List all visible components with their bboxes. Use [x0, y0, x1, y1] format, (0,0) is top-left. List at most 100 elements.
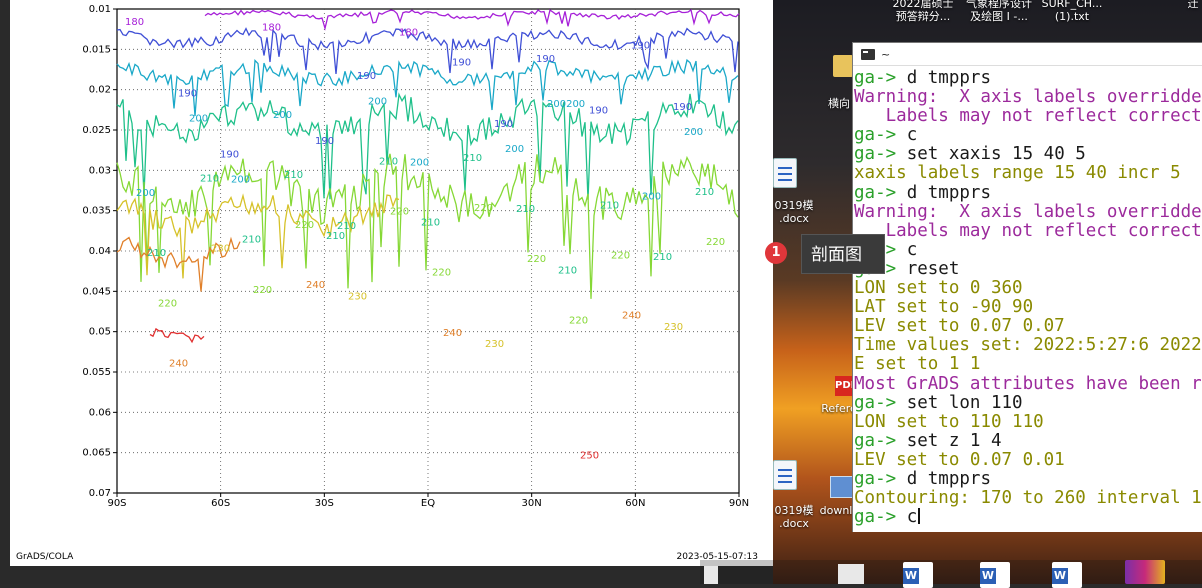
- terminal-line: E set to 1 1: [854, 355, 981, 375]
- contour-label: 190: [178, 88, 197, 99]
- contour-label: 230: [348, 291, 367, 302]
- x-tick-label: 30N: [522, 498, 542, 509]
- contour-label: 190: [315, 136, 334, 147]
- terminal-line: LON set to 0 360: [854, 279, 1023, 299]
- contour-label: 240: [443, 328, 462, 339]
- terminal-window[interactable]: ~ ga-> d tmpprs Warning: X axis labels ov…: [852, 42, 1202, 532]
- contour-label: 220: [474, 203, 493, 214]
- contour-label: 220: [390, 207, 409, 218]
- terminal-line: LEV set to 0.07 0.07: [854, 317, 1065, 337]
- terminal-line: ga-> c: [854, 508, 1202, 527]
- terminal-line: LON set to 110 110: [854, 412, 1044, 432]
- contour-line: [116, 92, 739, 200]
- terminal-line: ga-> c: [854, 240, 918, 260]
- terminal-line: Most GrADS attributes have been re: [854, 374, 1202, 394]
- contour-label: 240: [169, 358, 188, 369]
- terminal-titlebar[interactable]: ~: [853, 43, 1202, 66]
- contour-label: 210: [337, 221, 356, 232]
- contour-label: 220: [611, 251, 630, 262]
- terminal-line: LAT set to -90 90: [854, 298, 1034, 318]
- x-tick-label: 60S: [211, 498, 230, 509]
- contour-label: 200: [505, 144, 524, 155]
- x-tick-label: 90N: [729, 498, 749, 509]
- desktop-file-label[interactable]: 迁: [1187, 0, 1199, 10]
- notification-badge[interactable]: 1: [765, 242, 787, 264]
- contour-label: 220: [253, 285, 272, 296]
- desktop-file-label[interactable]: downl: [819, 504, 853, 517]
- contour-label: 210: [653, 252, 672, 263]
- word-document-icon[interactable]: [773, 460, 797, 490]
- word-document-icon[interactable]: [773, 158, 797, 188]
- contour-label: 220: [432, 268, 451, 279]
- word-icon[interactable]: W: [1052, 562, 1082, 588]
- contour-label: 190: [494, 119, 513, 130]
- contour-plot: 0.01 0.015 0.02 0.025 0.03 0.035 0.04 0.045 0.05…: [16, 4, 758, 562]
- contour-label: 220: [295, 220, 314, 231]
- document-icon[interactable]: [704, 566, 718, 584]
- contour-label: 190: [220, 150, 239, 161]
- contour-label: 200: [273, 110, 292, 121]
- terminal-output[interactable]: ga-> d tmpprs Warning: X axis labels over…: [853, 66, 1202, 527]
- contour-label: 210: [242, 235, 261, 246]
- terminal-line: Contouring: 170 to 260 interval 10: [854, 489, 1202, 509]
- contour-label: 200: [368, 96, 387, 107]
- y-tick-label: 0.05: [89, 327, 111, 338]
- contour-label: 190: [536, 54, 555, 65]
- terminal-line: Labels may not reflect correct: [854, 107, 1202, 127]
- contour-line: [204, 8, 740, 31]
- contour-line: [116, 153, 739, 299]
- folder-icon[interactable]: [833, 55, 853, 77]
- word-icon[interactable]: W: [980, 562, 1010, 588]
- contour-line: [116, 193, 400, 279]
- desktop-file-label[interactable]: 0319模 .docx: [774, 199, 814, 225]
- contour-label: 190: [357, 71, 376, 82]
- desktop-file-label[interactable]: 横向: [828, 97, 850, 110]
- terminal-title: ~: [881, 47, 891, 61]
- y-tick-label: 0.055: [82, 367, 111, 378]
- desktop-file-label[interactable]: 0319模 .docx: [774, 504, 814, 530]
- contour-label: 210: [200, 174, 219, 185]
- terminal-icon: [861, 48, 875, 60]
- terminal-line: ga-> d tmpprs: [854, 183, 991, 203]
- contour-label: 200: [136, 188, 155, 199]
- contour-label: 210: [147, 248, 166, 259]
- terminal-line: ga-> set z 1 4: [854, 431, 1002, 451]
- y-tick-label: 0.065: [82, 448, 111, 459]
- contour-line: [116, 27, 739, 75]
- image-file-icon[interactable]: [830, 476, 854, 498]
- contour-label: 220: [158, 298, 177, 309]
- y-tick-label: 0.035: [82, 206, 111, 217]
- document-icon[interactable]: [838, 564, 864, 584]
- contour-label: 200: [231, 175, 250, 186]
- contour-label: 180: [125, 17, 144, 28]
- y-tick-label: 0.01: [89, 4, 111, 15]
- desktop-file-label[interactable]: Refere: [821, 402, 857, 415]
- contour-label: 200: [410, 158, 429, 169]
- plot-canvas: [10, 0, 773, 566]
- contour-label: 210: [421, 218, 440, 229]
- contour-label: 210: [600, 201, 619, 212]
- contour-label: 210: [516, 204, 535, 215]
- terminal-line: Labels may not reflect correct: [854, 221, 1202, 241]
- contour-label: 220: [569, 315, 588, 326]
- terminal-line: ga-> d tmpprs: [854, 469, 991, 489]
- desktop-file-label[interactable]: 2022届硕士 预答辩分...: [892, 0, 954, 23]
- terminal-line: ga-> set lon 110: [854, 393, 1023, 413]
- winrar-icon[interactable]: [1125, 560, 1165, 584]
- terminal-line: xaxis labels range 15 40 incr 5: [854, 164, 1181, 184]
- desktop-file-label[interactable]: 气象程序设计 及绘图 I -...: [966, 0, 1032, 23]
- contour-label: 180: [399, 28, 418, 39]
- y-tick-label: 0.025: [82, 125, 111, 136]
- y-tick-label: 0.02: [89, 85, 111, 96]
- y-tick-label: 0.015: [82, 44, 111, 55]
- contour-label: 190: [589, 105, 608, 116]
- contour-label: 230: [485, 339, 504, 350]
- pdf-icon[interactable]: PDF: [835, 376, 857, 396]
- terminal-line: Warning: X axis labels overridden: [854, 202, 1202, 222]
- contour-label: 190: [631, 41, 650, 52]
- contour-label: 200: [642, 192, 661, 203]
- word-icon[interactable]: W: [903, 562, 933, 588]
- desktop-file-label[interactable]: SURF_CH... (1).txt: [1041, 0, 1103, 23]
- contour-line: [116, 236, 241, 292]
- contour-line: [116, 58, 739, 116]
